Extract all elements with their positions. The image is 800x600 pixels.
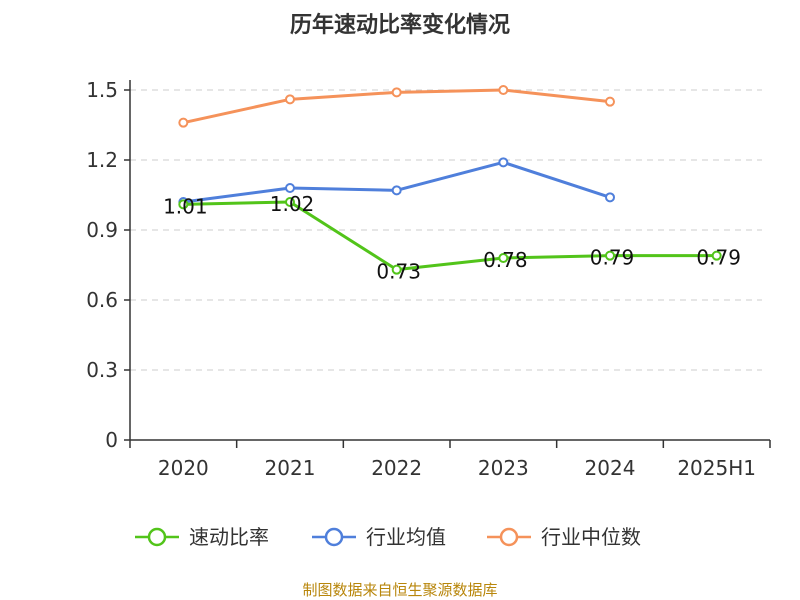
legend-marker [324, 527, 344, 547]
data-point [498, 253, 509, 263]
data-point [605, 192, 615, 203]
data-label: 1.01 [163, 194, 208, 218]
axes: 0 0.3 0.6 0.9 1.2 1.5 2020 2021 2022 2023 2024 2025… [86, 78, 771, 480]
legend-marker [147, 527, 167, 547]
data-point [391, 185, 402, 196]
data-point [711, 250, 722, 261]
chart-title: 历年速动比率变化情况 [290, 12, 510, 38]
data-point [178, 117, 189, 128]
legend-label: 行业中位数 [541, 525, 641, 549]
x-tick-label: 2022 [371, 456, 422, 480]
data-label: 0.78 [483, 248, 528, 272]
data-point [285, 94, 295, 105]
source-caption: 制图数据来自恒生聚源数据库 [302, 581, 497, 599]
legend: 速动比率 行业均值 行业中位数 [135, 525, 641, 549]
y-tick-label: 0.6 [86, 288, 118, 312]
legend-marker [499, 527, 519, 547]
data-label: 0.79 [696, 246, 741, 270]
x-tick-label: 2024 [585, 456, 636, 480]
x-tick-label: 2021 [265, 456, 316, 480]
x-tick-label: 2020 [158, 456, 209, 480]
data-point [178, 199, 189, 210]
grid-lines [130, 89, 762, 371]
series-lines [178, 85, 722, 275]
data-point [391, 264, 402, 275]
x-tick-label: 2025H1 [677, 456, 756, 480]
data-point [605, 250, 615, 261]
y-tick-label: 1.2 [86, 148, 118, 172]
data-point [498, 85, 509, 95]
x-tick-label: 2023 [478, 456, 529, 480]
y-tick-label: 1.5 [86, 78, 118, 102]
y-tick-label: 0 [105, 428, 118, 452]
legend-label: 行业均值 [366, 525, 446, 549]
series-line [183, 200, 717, 272]
data-label: 0.73 [376, 260, 421, 284]
series-line [183, 160, 611, 204]
data-label: 1.02 [270, 192, 315, 216]
legend-label: 速动比率 [189, 525, 269, 549]
y-tick-label: 0.9 [86, 218, 118, 242]
y-tick-label: 0.3 [86, 358, 118, 382]
data-label: 0.79 [590, 246, 635, 270]
data-point [285, 183, 295, 193]
data-point [605, 96, 615, 107]
data-labels: 1.01 1.02 0.73 0.78 0.79 0.79 [163, 192, 741, 284]
data-point [498, 157, 509, 168]
data-point [285, 197, 295, 207]
data-point [391, 87, 402, 98]
